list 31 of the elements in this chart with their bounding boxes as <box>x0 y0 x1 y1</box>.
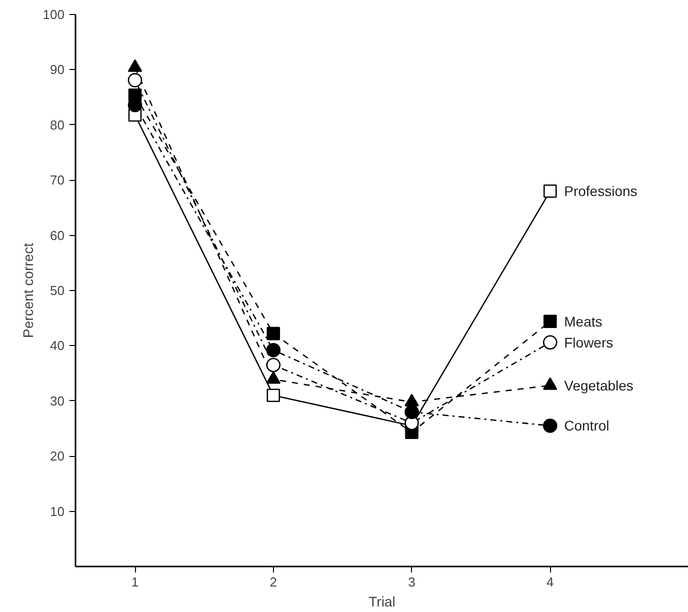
y-tick-label: 30 <box>50 393 65 408</box>
point <box>266 388 280 402</box>
y-tick-label: 20 <box>50 448 65 464</box>
x-tick-label: 3 <box>408 574 416 590</box>
x-tick-label: 4 <box>546 574 554 590</box>
y-tick-label: 100 <box>42 7 65 22</box>
x-tick-label: 1 <box>131 574 139 590</box>
x-axis-title: Trial <box>368 594 396 610</box>
y-tick-label: 50 <box>50 283 65 298</box>
point <box>543 314 557 328</box>
series-label: Control <box>564 418 610 434</box>
y-tick-label: 80 <box>50 117 65 132</box>
y-tick-label: 10 <box>50 504 65 519</box>
point <box>404 404 419 420</box>
point <box>266 326 280 340</box>
point <box>266 342 281 358</box>
y-tick-label: 70 <box>50 172 65 188</box>
y-tick-label: 90 <box>50 62 65 78</box>
point <box>542 418 558 433</box>
y-axis-title: Percent correct <box>20 242 36 338</box>
series-label: Meats <box>564 313 602 330</box>
x-tick-label: 2 <box>270 574 277 590</box>
series-label: Professions <box>564 183 638 200</box>
point <box>128 73 142 88</box>
y-tick-label: 40 <box>50 338 65 354</box>
y-tick-label: 60 <box>50 228 65 243</box>
point <box>542 335 558 350</box>
point <box>543 184 557 198</box>
series-label: Flowers <box>564 334 614 350</box>
point <box>266 358 281 372</box>
series-label: Vegetables <box>564 377 634 394</box>
